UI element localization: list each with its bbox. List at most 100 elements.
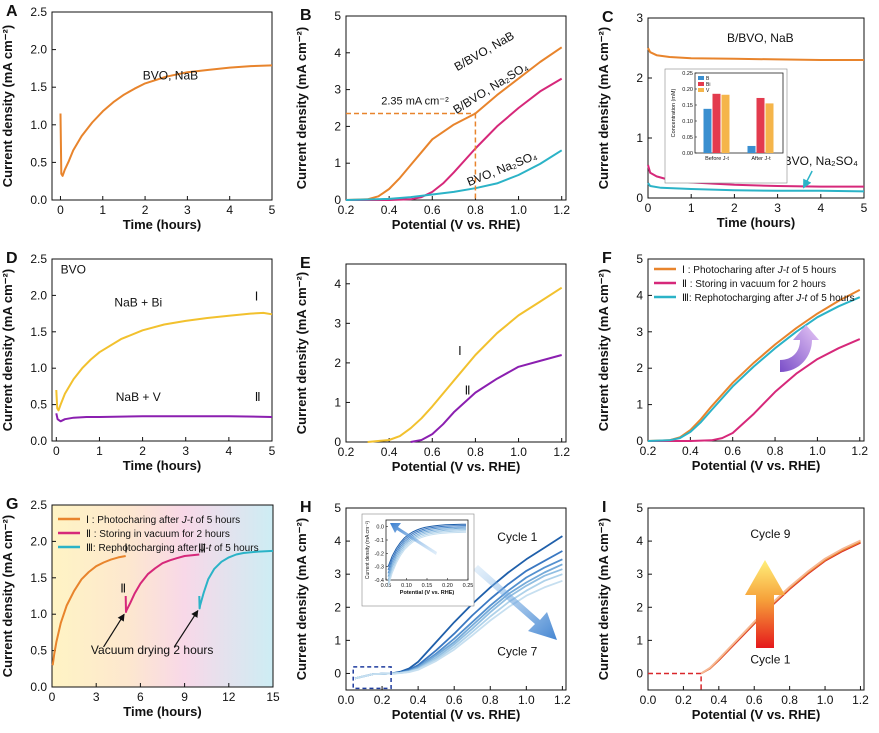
y-tick-label: 5 (334, 501, 341, 515)
y-tick-label: 2.0 (30, 43, 47, 57)
inset-category-label: After J-t (751, 156, 771, 162)
y-tick-label: 2 (334, 356, 341, 370)
x-tick-label: 0 (53, 444, 60, 458)
series-line-2 (647, 182, 865, 193)
series-line-0 (55, 311, 273, 412)
y-tick-label: 3 (636, 567, 643, 581)
legend-tail: of 5 hours (193, 515, 240, 526)
legend-tail: of 5 hours (789, 265, 836, 276)
x-tick-label: 0.2 (374, 693, 391, 707)
series-line-0 (59, 64, 273, 177)
annotation-value: 2.35 mA cm⁻² (381, 95, 449, 107)
y-tick-label: 1.0 (30, 607, 47, 621)
panel-G: 0 3 6 9 12 15 0.0 0.5 1.0 1.5 2.0 2.5 Time (hours) Cu… (0, 496, 280, 719)
legend-italic: J-t (777, 265, 790, 276)
annotation-bvo-nab: BVO, NaB (143, 69, 198, 83)
annotation-arrow (173, 609, 199, 648)
legend-text: : Rephotocharging after (689, 293, 796, 304)
series-line-2 (647, 296, 861, 442)
y-tick-label: 0 (334, 666, 341, 680)
x-tick-label: 0.8 (482, 693, 499, 707)
panel-letter: A (6, 3, 18, 20)
y-tick-label: 3 (636, 325, 643, 339)
y-tick-label: 1 (334, 156, 341, 170)
legend-text: : Rephotocharging after (93, 543, 200, 554)
x-axis-label: Potential (V vs. RHE) (392, 707, 521, 722)
plot-frame (51, 504, 274, 688)
inset-legend-swatch (698, 82, 704, 86)
y-tick-label: 1.0 (30, 361, 47, 375)
x-axis-label: Time (hours) (123, 217, 202, 232)
y-tick-label: 4 (334, 534, 341, 548)
inset-y-label: Current density (mA cm⁻²) (365, 521, 371, 580)
y-tick-label: 4 (334, 46, 341, 60)
series-line-1 (346, 77, 563, 201)
y-axis-label: Current density (mA cm⁻²) (294, 518, 309, 680)
legend-numeral: Ⅱ (86, 529, 91, 540)
x-tick-label: 1.0 (809, 444, 826, 458)
x-tick-label: 0.4 (682, 444, 699, 458)
legend-label: Ⅱ : Storing in vacuum for 2 hours (682, 279, 826, 290)
x-tick-label: 9 (181, 690, 188, 704)
inset-trend-arrow (390, 523, 437, 555)
x-tick-label: 0.8 (467, 445, 484, 459)
x-tick-label: 1 (99, 203, 106, 217)
y-tick-label: 1 (636, 398, 643, 412)
legend-numeral: Ⅱ (682, 279, 687, 290)
y-tick-label: 1 (334, 633, 341, 647)
series-line-1 (410, 354, 562, 443)
inset-curve (387, 523, 467, 567)
inset-y-tick-label: -0.1 (375, 538, 384, 544)
series-line-0 (51, 555, 126, 666)
y-axis-label: Current density (mA cm⁻²) (294, 272, 309, 434)
annotation-bbvo-nab: B/BVO, NaB (452, 28, 517, 73)
y-axis-label: Current density (mA cm⁻²) (596, 269, 611, 431)
legend-numeral: Ⅰ (682, 265, 685, 276)
y-tick-label: 0 (636, 434, 643, 448)
annotation-arrow (802, 170, 813, 189)
y-tick-label: 3 (334, 567, 341, 581)
inset-x-tick-label: 0.15 (422, 583, 433, 589)
inset-x-tick-label: 0.10 (401, 583, 412, 589)
panel-letter: H (300, 499, 312, 516)
plot-frame (345, 15, 567, 201)
legend-text: : Photocharing after (685, 265, 778, 276)
x-axis-label: Potential (V vs. RHE) (392, 217, 521, 232)
plot-frame (345, 507, 567, 691)
x-tick-label: 15 (266, 690, 280, 704)
inset-y-tick-label: 0.0 (376, 525, 384, 531)
y-tick-label: 4 (636, 288, 643, 302)
annotation-cycle-9: Cycle 9 (750, 527, 790, 541)
x-tick-label: 5 (269, 444, 276, 458)
plot-frame (647, 17, 865, 199)
series-line-0 (367, 286, 563, 443)
x-tick-label: 0.2 (640, 444, 657, 458)
x-tick-label: 0.6 (446, 693, 463, 707)
annotation-nab-bi: NaB + Bi (114, 295, 162, 309)
y-tick-label: 0.5 (30, 644, 47, 658)
panel-letter: E (300, 255, 311, 272)
roman-label: Ⅱ (255, 390, 261, 404)
roman-label: Ⅰ (124, 541, 128, 555)
inset-bar (756, 97, 765, 153)
series-line-1 (124, 553, 200, 613)
x-axis-label: Potential (V vs. RHE) (392, 459, 521, 474)
x-tick-label: 3 (774, 201, 781, 215)
inset-y-label: Concentration (mM) (671, 89, 677, 138)
y-tick-label: 0 (334, 435, 341, 449)
x-tick-label: 0.0 (338, 693, 355, 707)
roman-label: Ⅱ (120, 581, 126, 595)
panel-letter: C (602, 9, 614, 26)
series-line-2 (198, 549, 274, 610)
series-line-6 (354, 579, 563, 680)
panel-letter: I (602, 499, 606, 516)
panel-B: 0.2 0.4 0.6 0.8 1.0 1.2 0 1 2 3 4 5 Potential (V vs.… (294, 7, 570, 232)
panel-H: 0.0 0.2 0.4 0.6 0.8 1.0 1.2 0 1 2 3 4 5 Potential (V … (294, 499, 571, 722)
y-tick-label: 1.5 (30, 80, 47, 94)
panel-E: 0.2 0.4 0.6 0.8 1.0 1.2 0 1 2 3 4 Potential (V vs. … (294, 255, 570, 474)
x-tick-label: 1.2 (554, 693, 571, 707)
y-tick-label: 2 (334, 119, 341, 133)
y-tick-label: 2 (636, 600, 643, 614)
